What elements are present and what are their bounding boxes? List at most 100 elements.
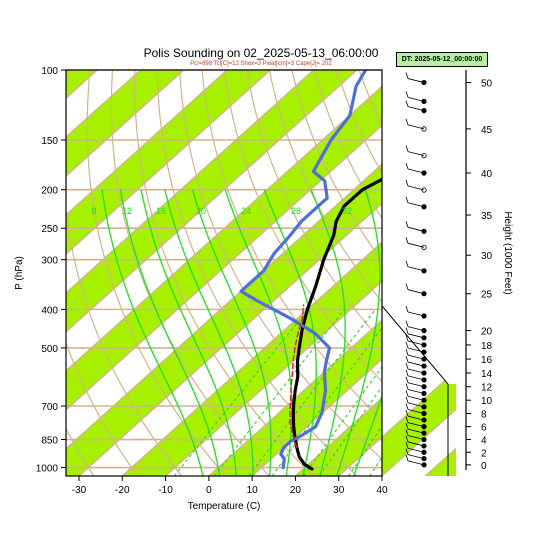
- height-tick-label: 0: [481, 461, 487, 472]
- moist-adiabat-line: [164, 189, 254, 476]
- height-tick-label: 16: [481, 355, 493, 366]
- isotherm-line: [424, 447, 456, 476]
- y-tick-label: 500: [41, 344, 58, 355]
- wind-barb-flag: [405, 341, 409, 349]
- parcel-profile-line: [289, 304, 305, 449]
- wind-barb-shaft: [407, 106, 425, 112]
- wind-barb-shaft: [407, 347, 425, 353]
- wind-barb-shaft: [407, 266, 425, 272]
- y-axis-label: P (hPa): [14, 256, 25, 290]
- isotherm-line: [66, 70, 358, 333]
- mixing-ratio-label: 32: [342, 206, 352, 216]
- wind-barb-shaft: [407, 168, 425, 174]
- x-tick-label: 20: [290, 485, 302, 496]
- wind-barb-flag: [405, 442, 409, 449]
- mixing-ratio-label: 20: [196, 206, 206, 216]
- wind-barb-shaft: [407, 447, 425, 453]
- temperature-band: [512, 379, 540, 476]
- x-tick-label: 0: [206, 485, 212, 496]
- wind-barb-shaft: [407, 368, 425, 374]
- wind-barb-flag: [405, 179, 409, 187]
- wind-barb-shaft: [407, 441, 425, 447]
- chart-subtitle: Pcl=898 Tcl[C]=12 Shox=3 Pwat[cm]=3 Cape…: [190, 61, 332, 67]
- y-tick-label: 150: [41, 136, 58, 147]
- wind-barb-flag: [405, 355, 409, 363]
- height-tick-label: 18: [481, 341, 493, 352]
- x-tick-label: 40: [376, 485, 388, 496]
- isotherm-line: [382, 378, 447, 438]
- y-tick-label: 250: [41, 224, 58, 235]
- wind-barb-shaft: [407, 435, 425, 440]
- isotherm-line: [66, 85, 382, 372]
- temperature-profile-line: [291, 177, 382, 471]
- moist-adiabat-line: [310, 189, 346, 476]
- height-tick-label: 20: [481, 327, 493, 338]
- wind-barb-flag: [405, 416, 409, 423]
- wind-barb-flag: [405, 348, 409, 356]
- mixing-ratio-label: 24: [241, 206, 251, 216]
- wind-barb-shaft: [407, 409, 425, 414]
- wind-barb-flag: [405, 448, 409, 455]
- wind-barb-shaft: [407, 389, 425, 394]
- wind-barb-shaft: [407, 354, 425, 360]
- x-axis-label: Temperature (C): [188, 501, 261, 512]
- wind-barb-shaft: [407, 151, 425, 156]
- wind-barb-flag: [405, 403, 409, 410]
- chart-title: Polis Sounding on 02_2025-05-13_06:00:00: [143, 46, 379, 60]
- wind-barb-shaft: [407, 402, 425, 408]
- moist-adiabat-line: [263, 189, 317, 476]
- dry-adiabat-line: [291, 70, 382, 262]
- wind-barb-shaft: [407, 124, 425, 130]
- wind-barb-flag: [405, 100, 409, 107]
- wind-barb-flag: [405, 454, 409, 461]
- isotherm-line: [66, 70, 271, 255]
- height-tick-label: 25: [481, 290, 493, 301]
- wind-barb-shaft: [407, 333, 425, 339]
- y-tick-label: 100: [41, 66, 58, 77]
- dewpoint-profile-line: [239, 70, 368, 470]
- height-tick-label: 10: [481, 396, 493, 407]
- wind-barb-shaft: [407, 326, 425, 331]
- wind-barb-shaft: [407, 428, 425, 434]
- wind-barb-flag: [405, 260, 409, 267]
- x-tick-label: 30: [333, 485, 345, 496]
- isotherm-line: [382, 408, 456, 476]
- panel-outline: [382, 287, 449, 476]
- mixing-ratio-label: 8: [91, 206, 96, 216]
- wind-barb-flag: [405, 145, 409, 152]
- isotherm-line: [66, 70, 228, 216]
- dry-adiabat-line: [201, 70, 382, 422]
- mixing-ratio-line: [248, 309, 376, 476]
- mixing-ratio-line: [303, 365, 382, 476]
- wind-barb-shaft: [407, 340, 425, 346]
- temperature-band: [66, 86, 382, 410]
- wind-barb-shaft: [407, 289, 425, 295]
- dry-adiabat-line: [110, 70, 270, 476]
- datetime-badge: DT: 2025-05-12_00:00:00: [396, 52, 488, 67]
- mixing-ratio-label: 12: [122, 206, 132, 216]
- wind-barb-shaft: [407, 78, 425, 83]
- mixing-ratio-label: 28: [291, 206, 301, 216]
- panel-mask: [382, 70, 456, 384]
- dry-adiabat-line: [66, 341, 139, 476]
- isotherm-line: [66, 70, 185, 177]
- height-tick-label: 45: [481, 125, 493, 136]
- wind-barb-flag: [405, 320, 409, 327]
- wind-barb-shaft: [407, 202, 425, 208]
- isotherm-line: [208, 319, 382, 476]
- wind-barb-flag: [405, 390, 409, 397]
- wind-barb-flag: [405, 429, 409, 436]
- mixing-ratio-line: [318, 386, 382, 476]
- x-tick-label: -20: [115, 485, 130, 496]
- wind-barb-shaft: [407, 185, 425, 191]
- wind-barb-shaft: [407, 242, 425, 248]
- height-tick-label: 2: [481, 448, 487, 459]
- isotherm-line: [512, 379, 540, 476]
- isotherm-line: [251, 358, 382, 476]
- wind-barb-flag: [405, 327, 409, 334]
- moist-adiabat-line: [224, 189, 293, 476]
- dry-adiabat-line: [66, 427, 95, 476]
- wind-barb-flag: [405, 383, 409, 390]
